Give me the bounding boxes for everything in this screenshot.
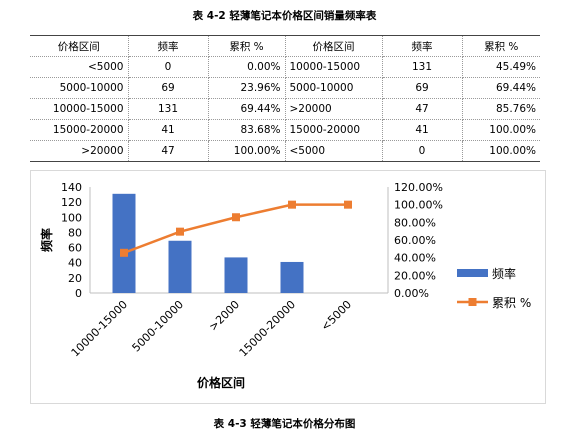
cumulative-point (288, 200, 296, 209)
table-row: 10000-15000 131 69.44% >20000 47 85.76% (30, 98, 540, 120)
y2-tick-label: 20.00% (394, 269, 436, 282)
legend-bar-swatch (457, 269, 488, 277)
cumulative-line (123, 203, 348, 254)
y-tick-label: 140 (61, 181, 82, 194)
column-header: 频率 (382, 35, 463, 57)
table-cell: 83.68% (208, 119, 286, 141)
cumulative-point (120, 248, 128, 257)
table-cell: 0.00% (208, 56, 286, 78)
table-cell: 15000-20000 (30, 119, 129, 141)
figure-caption: 表 4-3 轻薄笔记本价格分布图 (213, 418, 356, 430)
pareto-chart: 0 20 40 60 80 100 120 140 0.00% 20.00% 40.00% 60.00… (39, 181, 531, 390)
legend-line-label: 累积 % (492, 296, 531, 310)
table-cell: 131 (128, 98, 209, 120)
legend-line-marker (468, 298, 477, 306)
y-axis-title: 频率 (39, 228, 54, 252)
table-header-row: 价格区间 频率 累积 % 价格区间 频率 累积 % (30, 35, 540, 57)
y2-tick-label: 120.00% (394, 181, 443, 194)
table-cell: 5000-10000 (285, 77, 383, 99)
table-cell: 10000-15000 (30, 98, 129, 120)
y2-tick-label: 40.00% (394, 252, 436, 265)
y2-tick-label: 80.00% (394, 216, 436, 229)
table-cell: >20000 (30, 140, 129, 162)
y-tick-label: 80 (68, 226, 82, 239)
table-cell: 41 (382, 119, 463, 141)
table-cell: 47 (128, 140, 209, 162)
table-cell: 45.49% (462, 56, 540, 78)
table-cell: 69 (382, 77, 463, 99)
table-cell: <5000 (285, 140, 383, 162)
x-tick-label: <5000 (319, 298, 355, 334)
y2-tick-label: 60.00% (394, 234, 436, 247)
column-header: 价格区间 (285, 35, 383, 57)
x-tick-label: 10000-15000 (69, 298, 130, 359)
table-cell: 15000-20000 (285, 119, 383, 141)
bar-frequency (224, 257, 248, 293)
column-header: 频率 (128, 35, 209, 57)
column-header: 价格区间 (30, 35, 129, 57)
y-tick-label: 120 (61, 196, 82, 209)
table-cell: 5000-10000 (30, 77, 129, 99)
bar-frequency (280, 261, 304, 293)
table-cell: <5000 (30, 56, 129, 78)
table-cell: 47 (382, 98, 463, 120)
table-caption: 表 4-2 轻薄笔记本价格区间销量频率表 (192, 10, 377, 22)
column-header: 累积 % (462, 35, 540, 57)
x-tick-label: >2000 (207, 298, 243, 334)
table-cell: 41 (128, 119, 209, 141)
x-axis-title: 价格区间 (197, 375, 245, 390)
table-row: 5000-10000 69 23.96% 5000-10000 69 69.44% (30, 77, 540, 99)
legend-bar-label: 频率 (492, 266, 516, 281)
table-cell: 100.00% (462, 119, 540, 141)
cumulative-point (176, 227, 184, 236)
table-cell: 131 (382, 56, 463, 78)
y2-tick-label: 100.00% (394, 199, 443, 212)
y-tick-label: 40 (68, 257, 82, 270)
table-cell: 69.44% (208, 98, 286, 120)
table-cell: 0 (382, 140, 463, 162)
y-tick-label: 100 (61, 211, 82, 224)
table-row: 15000-20000 41 83.68% 15000-20000 41 100.00% (30, 119, 540, 141)
x-tick-label: 5000-10000 (130, 298, 187, 355)
table-cell: 10000-15000 (285, 56, 383, 78)
chart-container: 0 20 40 60 80 100 120 140 0.00% 20.00% 40.00% 60.00… (30, 170, 546, 404)
y-tick-label: 20 (68, 272, 82, 285)
table-cell: 100.00% (208, 140, 286, 162)
table-cell: 100.00% (462, 140, 540, 162)
frequency-table: 价格区间 频率 累积 % 价格区间 频率 累积 % <5000 0 0.00% 10000-150… (30, 35, 540, 162)
bar-frequency (112, 193, 136, 293)
bar-frequency (168, 240, 192, 293)
table-row: >20000 47 100.00% <5000 0 100.00% (30, 140, 540, 162)
table-row: <5000 0 0.00% 10000-15000 131 45.49% (30, 56, 540, 78)
y2-tick-label: 0.00% (394, 287, 429, 300)
table-cell: 23.96% (208, 77, 286, 99)
cumulative-point (232, 213, 240, 222)
x-tick-label: 15000-20000 (237, 298, 298, 359)
y-tick-label: 0 (75, 287, 82, 300)
column-header: 累积 % (208, 35, 286, 57)
table-cell: 0 (128, 56, 209, 78)
cumulative-point (344, 200, 352, 209)
y-tick-label: 60 (68, 242, 82, 255)
table-cell: 69 (128, 77, 209, 99)
table-cell: >20000 (285, 98, 383, 120)
table-cell: 85.76% (462, 98, 540, 120)
table-cell: 69.44% (462, 77, 540, 99)
